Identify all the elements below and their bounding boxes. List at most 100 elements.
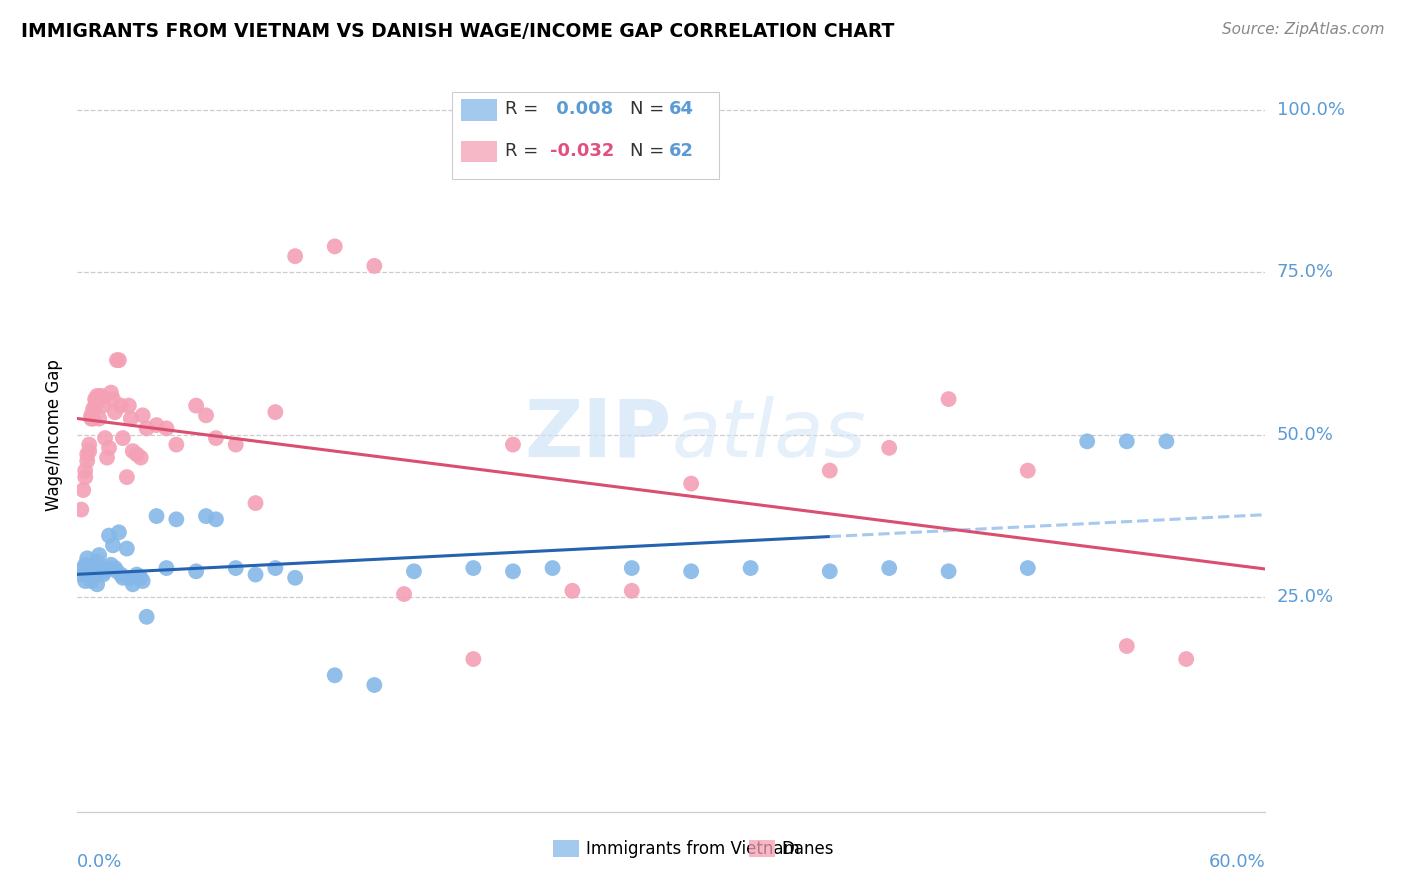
Point bbox=[145, 509, 167, 524]
Point bbox=[118, 571, 141, 585]
Point bbox=[245, 567, 267, 582]
Point bbox=[155, 561, 177, 575]
Point bbox=[620, 583, 643, 598]
Point bbox=[75, 464, 97, 478]
Point bbox=[681, 564, 703, 578]
Point bbox=[818, 464, 841, 478]
Point bbox=[205, 431, 228, 445]
Point bbox=[77, 567, 100, 582]
Point bbox=[145, 418, 167, 433]
Point bbox=[80, 574, 103, 588]
Point bbox=[75, 558, 97, 572]
Point bbox=[186, 564, 208, 578]
Text: atlas: atlas bbox=[672, 396, 866, 474]
Point bbox=[502, 564, 524, 578]
Y-axis label: Wage/Income Gap: Wage/Income Gap bbox=[45, 359, 63, 511]
Text: N =: N = bbox=[630, 100, 669, 119]
Point bbox=[84, 399, 107, 413]
Point bbox=[87, 564, 110, 578]
Point bbox=[118, 399, 141, 413]
Point bbox=[165, 512, 187, 526]
Point bbox=[195, 409, 218, 423]
Point bbox=[938, 392, 960, 406]
Point bbox=[96, 450, 118, 465]
Point bbox=[87, 548, 110, 562]
Point bbox=[72, 561, 94, 575]
Point bbox=[84, 392, 107, 406]
Point bbox=[111, 431, 134, 445]
Point bbox=[75, 574, 97, 588]
Text: N =: N = bbox=[630, 142, 669, 160]
Point bbox=[77, 444, 100, 458]
Point bbox=[402, 564, 425, 578]
Point bbox=[84, 561, 107, 575]
Text: 64: 64 bbox=[669, 100, 695, 119]
Text: Source: ZipAtlas.com: Source: ZipAtlas.com bbox=[1222, 22, 1385, 37]
Point bbox=[129, 571, 152, 585]
Point bbox=[94, 431, 117, 445]
Point bbox=[77, 437, 100, 451]
Point bbox=[245, 496, 267, 510]
Point bbox=[135, 421, 157, 435]
Point bbox=[284, 571, 307, 585]
Point bbox=[91, 399, 114, 413]
Text: 0.008: 0.008 bbox=[550, 100, 613, 119]
Text: 100.0%: 100.0% bbox=[1277, 101, 1344, 119]
Point bbox=[80, 411, 103, 425]
Point bbox=[104, 405, 127, 419]
Point bbox=[91, 567, 114, 582]
Point bbox=[86, 392, 108, 406]
Point bbox=[502, 437, 524, 451]
Point bbox=[120, 411, 142, 425]
Point bbox=[76, 551, 98, 566]
Point bbox=[165, 437, 187, 451]
Point bbox=[121, 577, 143, 591]
Point bbox=[110, 567, 132, 582]
Point bbox=[225, 437, 247, 451]
Point bbox=[100, 558, 122, 572]
Point bbox=[100, 385, 122, 400]
Point bbox=[681, 476, 703, 491]
Point bbox=[90, 389, 112, 403]
Text: 62: 62 bbox=[669, 142, 695, 160]
Point bbox=[818, 564, 841, 578]
Point bbox=[82, 411, 104, 425]
Point bbox=[104, 561, 127, 575]
Point bbox=[1115, 434, 1137, 449]
FancyBboxPatch shape bbox=[553, 840, 579, 857]
Point bbox=[75, 470, 97, 484]
Point bbox=[87, 411, 110, 425]
Point bbox=[541, 561, 564, 575]
Point bbox=[101, 538, 124, 552]
FancyBboxPatch shape bbox=[748, 840, 775, 857]
Point bbox=[1175, 652, 1198, 666]
Point bbox=[363, 259, 385, 273]
Point bbox=[264, 405, 287, 419]
Point bbox=[155, 421, 177, 435]
Point bbox=[86, 555, 108, 569]
Point bbox=[264, 561, 287, 575]
FancyBboxPatch shape bbox=[451, 92, 718, 178]
Point bbox=[80, 561, 103, 575]
Text: IMMIGRANTS FROM VIETNAM VS DANISH WAGE/INCOME GAP CORRELATION CHART: IMMIGRANTS FROM VIETNAM VS DANISH WAGE/I… bbox=[21, 22, 894, 41]
Point bbox=[108, 525, 131, 540]
Point bbox=[125, 567, 148, 582]
Point bbox=[101, 392, 124, 406]
Point bbox=[392, 587, 415, 601]
Point bbox=[120, 571, 142, 585]
Point bbox=[105, 353, 128, 368]
Point bbox=[110, 399, 132, 413]
Point bbox=[84, 567, 107, 582]
FancyBboxPatch shape bbox=[461, 141, 496, 162]
Text: 50.0%: 50.0% bbox=[1277, 425, 1333, 444]
Text: Immigrants from Vietnam: Immigrants from Vietnam bbox=[586, 839, 800, 857]
Point bbox=[86, 389, 108, 403]
Text: 0.0%: 0.0% bbox=[77, 853, 122, 871]
Point bbox=[96, 561, 118, 575]
Point bbox=[108, 353, 131, 368]
Text: 75.0%: 75.0% bbox=[1277, 263, 1334, 281]
Point bbox=[87, 392, 110, 406]
Text: R =: R = bbox=[505, 100, 544, 119]
Point bbox=[1076, 434, 1098, 449]
Point bbox=[131, 574, 153, 588]
